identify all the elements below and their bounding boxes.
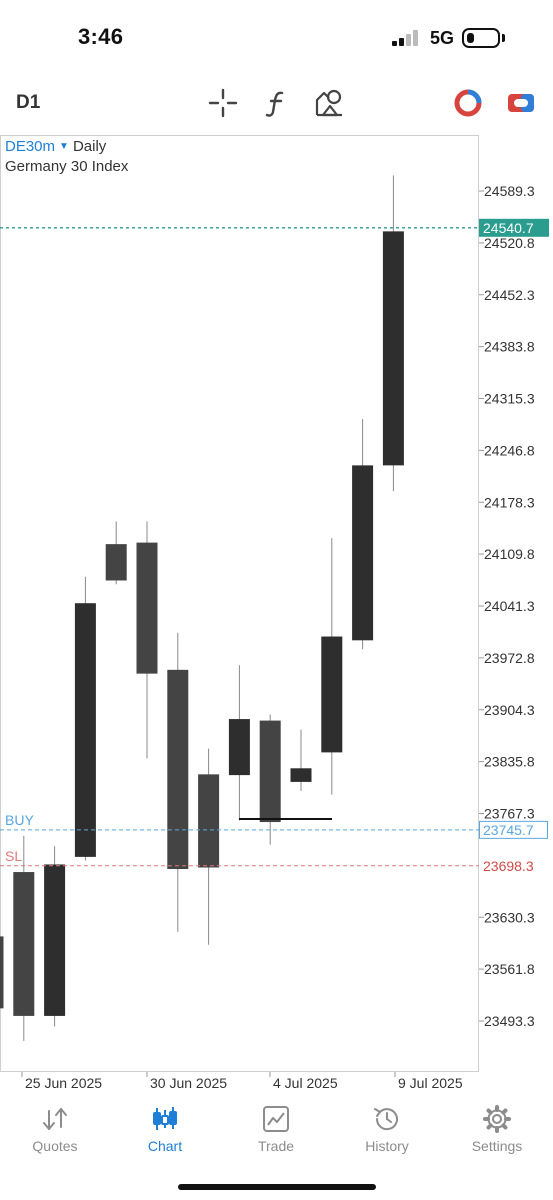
symbol-description: Germany 30 Index	[5, 158, 129, 175]
candle-body	[259, 720, 281, 823]
date-label: 4 Jul 2025	[273, 1075, 338, 1091]
price-label: 24383.8	[484, 339, 535, 355]
settings-gear-icon	[483, 1105, 511, 1133]
price-label: 24315.3	[484, 391, 535, 407]
signal-icon	[392, 30, 422, 46]
price-label: 23835.8	[484, 754, 535, 770]
price-label: 23493.3	[484, 1013, 535, 1029]
quotes-arrows-icon	[43, 1108, 67, 1130]
candlestick-chart[interactable]: 24589.3 24520.8 24452.3 24383.8 24315.3 24246…	[0, 0, 553, 1095]
chart-area[interactable]	[0, 135, 479, 1072]
price-label: 24178.3	[484, 494, 535, 510]
chart-candles-icon	[153, 1107, 177, 1130]
price-label: 24246.8	[484, 442, 535, 458]
candle-body	[105, 544, 127, 581]
function-icon[interactable]	[262, 88, 292, 118]
symbol-dropdown-icon[interactable]: ▼	[59, 141, 69, 152]
date-label: 25 Jun 2025	[25, 1075, 102, 1091]
candle-body	[0, 936, 4, 1009]
home-indicator	[178, 1184, 376, 1190]
price-label: 23630.3	[484, 909, 535, 925]
buy-label: BUY	[5, 812, 34, 828]
candle-body	[167, 669, 189, 870]
nav-quotes-label: Quotes	[32, 1138, 78, 1154]
buy-price-label: 23745.7	[483, 822, 534, 838]
bid-price-tag	[479, 218, 549, 237]
candle-body	[136, 542, 158, 674]
symbol-header[interactable]: DE30m ▼ Daily	[5, 138, 106, 155]
network-label: 5G	[430, 28, 455, 48]
sl-label: SL	[5, 848, 22, 864]
candle-body	[290, 768, 312, 782]
buy-price-tag	[479, 820, 548, 839]
candle-body	[74, 603, 96, 857]
nav-quotes[interactable]: Quotes	[5, 1098, 105, 1158]
chart-timeframe: Daily	[72, 138, 107, 155]
sl-price-label: 23698.3	[483, 858, 534, 874]
symbol-name[interactable]: DE30m	[5, 138, 56, 155]
candle-body	[321, 636, 343, 753]
bottom-nav: Quotes Chart Trade History	[0, 1098, 553, 1162]
candle-body	[352, 465, 374, 641]
nav-trade[interactable]: Trade	[226, 1098, 326, 1158]
objects-icon[interactable]	[315, 88, 345, 118]
price-label: 24041.3	[484, 598, 535, 614]
price-label: 23767.3	[484, 806, 535, 822]
nav-chart-label: Chart	[147, 1138, 183, 1154]
nav-history-label: History	[365, 1138, 409, 1154]
nav-trade-label: Trade	[257, 1138, 295, 1154]
candle-body	[44, 864, 66, 1016]
price-label: 23561.8	[484, 961, 535, 977]
date-label: 30 Jun 2025	[150, 1075, 227, 1091]
price-label: 23972.8	[484, 650, 535, 666]
nav-settings-label: Settings	[471, 1138, 523, 1154]
candle-body	[382, 231, 404, 466]
candle-body	[228, 719, 250, 776]
trade-toggle-icon[interactable]	[506, 88, 536, 118]
price-label: 23904.3	[484, 702, 535, 718]
status-time: 3:46	[78, 24, 124, 49]
history-clock-icon	[374, 1108, 398, 1131]
color-theme-icon[interactable]	[453, 88, 483, 118]
trade-chart-icon	[263, 1106, 289, 1132]
timeframe-button[interactable]: D1	[16, 92, 41, 113]
price-label: 24452.3	[484, 287, 535, 303]
battery-icon	[462, 28, 500, 48]
price-label: 24589.3	[484, 183, 535, 199]
nav-chart[interactable]: Chart	[115, 1098, 215, 1158]
date-label: 9 Jul 2025	[398, 1075, 463, 1091]
nav-history[interactable]: History	[337, 1098, 437, 1158]
candle-body	[13, 872, 35, 1016]
price-label: 24109.8	[484, 546, 535, 562]
nav-settings[interactable]: Settings	[447, 1098, 547, 1158]
price-label: 24520.8	[484, 235, 535, 251]
crosshair-icon[interactable]	[208, 88, 238, 118]
candle-body	[198, 774, 220, 868]
bid-price-label: 24540.7	[483, 220, 534, 236]
